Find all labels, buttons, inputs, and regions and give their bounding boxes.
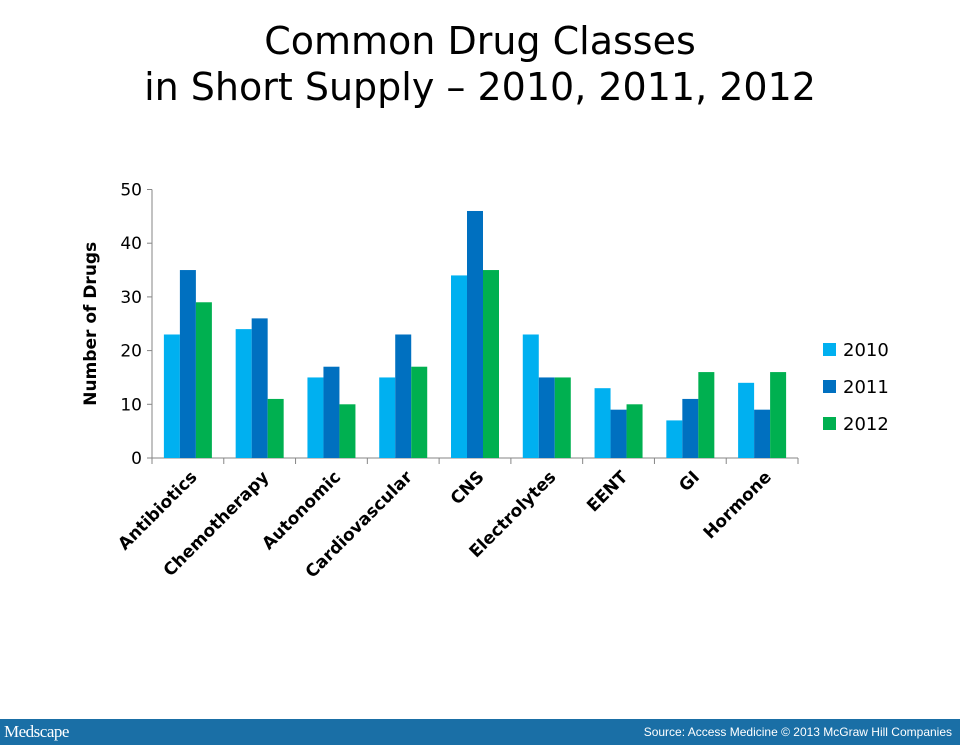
bar-2012-gi bbox=[698, 372, 715, 458]
bar-2011-chemotherapy bbox=[251, 318, 268, 458]
bar-2011-cardiovascular bbox=[395, 334, 412, 458]
bar-2012-autonomic bbox=[339, 404, 356, 458]
legend-label-2012: 2012 bbox=[843, 414, 889, 435]
bar-2011-gi bbox=[682, 398, 699, 458]
bar-2012-cardiovascular bbox=[411, 366, 428, 458]
bar-2010-cardiovascular bbox=[379, 377, 396, 458]
y-tick-label: 20 bbox=[120, 342, 142, 362]
legend-label-2011: 2011 bbox=[843, 377, 889, 398]
bar-2011-cns bbox=[467, 210, 483, 458]
bar-2011-hormone bbox=[754, 409, 771, 458]
bar-2012-hormone bbox=[770, 372, 787, 458]
bar-2010-antibiotics bbox=[163, 334, 180, 458]
bar-2012-chemotherapy bbox=[267, 398, 284, 458]
bar-2010-electrolytes bbox=[522, 334, 539, 458]
bar-2012-electrolytes bbox=[554, 377, 571, 458]
y-axis-label: Number of Drugs bbox=[81, 242, 101, 406]
bar-2012-cns bbox=[483, 270, 499, 458]
medscape-logo: Medscape bbox=[4, 722, 69, 741]
y-tick-label: 30 bbox=[120, 288, 142, 308]
y-tick-label: 50 bbox=[120, 181, 142, 201]
footer-bar: Medscape Source: Access Medicine © 2013 … bbox=[0, 719, 960, 745]
bar-2011-eent bbox=[610, 409, 627, 458]
chart-title-line-2: in Short Supply – 2010, 2011, 2012 bbox=[144, 65, 816, 109]
bar-2010-gi bbox=[666, 420, 683, 458]
legend-swatch-2012 bbox=[823, 417, 836, 430]
bar-2010-eent bbox=[594, 388, 611, 458]
legend-swatch-2011 bbox=[823, 380, 836, 393]
chart-title-line-1: Common Drug Classes bbox=[264, 19, 696, 63]
legend-label-2010: 2010 bbox=[843, 340, 889, 361]
bar-2010-hormone bbox=[738, 382, 755, 458]
bar-2011-antibiotics bbox=[179, 270, 196, 458]
y-tick-label: 10 bbox=[120, 395, 142, 415]
source-credit: Source: Access Medicine © 2013 McGraw Hi… bbox=[643, 725, 952, 739]
x-tick-label: GI bbox=[675, 467, 703, 495]
y-tick-label: 0 bbox=[131, 449, 142, 469]
chart-title: Common Drug Classes in Short Supply – 20… bbox=[0, 18, 960, 110]
y-tick-label: 40 bbox=[120, 234, 142, 254]
bar-2011-electrolytes bbox=[538, 377, 555, 458]
bar-2012-eent bbox=[626, 404, 643, 458]
x-tick-label: CNS bbox=[447, 467, 489, 509]
legend-swatch-2010 bbox=[823, 343, 836, 356]
x-tick-label: Hormone bbox=[700, 467, 776, 543]
bar-2010-chemotherapy bbox=[235, 329, 252, 458]
bar-2010-autonomic bbox=[307, 377, 324, 458]
x-tick-label: EENT bbox=[583, 467, 632, 516]
bar-2010-cns bbox=[451, 275, 467, 458]
bar-2011-autonomic bbox=[323, 366, 340, 458]
bar-2012-antibiotics bbox=[195, 302, 212, 458]
